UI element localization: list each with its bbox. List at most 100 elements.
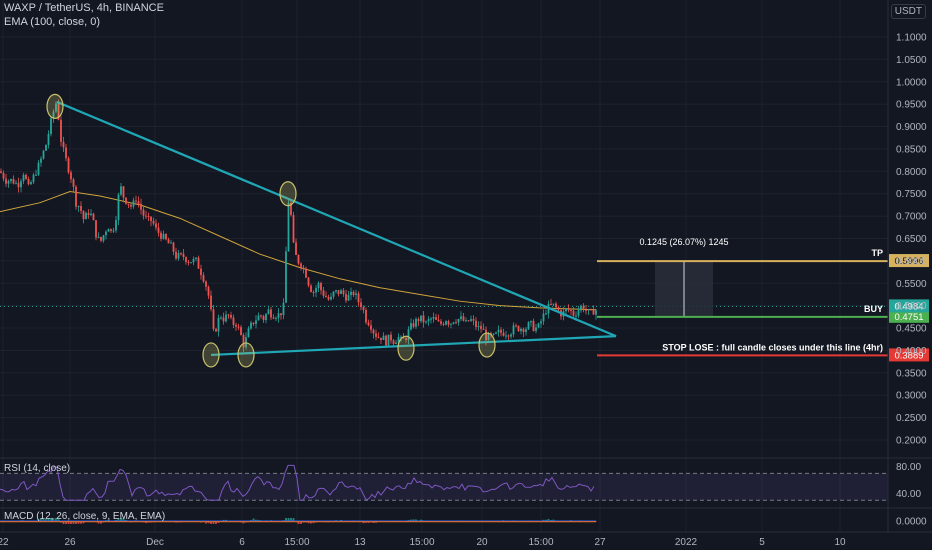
price-axis[interactable]: 0.2000 0.2500 0.3000 0.3500 0.4000 0.4500 0.50… [887, 0, 927, 532]
candle-body [120, 186, 122, 195]
time-tick-label: 15:00 [284, 537, 309, 548]
candle-body [362, 307, 365, 310]
ema-curve [0, 190, 597, 311]
candle-body [375, 333, 377, 337]
price-tick-label: 0.5500 [896, 279, 927, 290]
time-tick-label: 22 [0, 537, 9, 548]
macd-histogram-bar [215, 521, 217, 524]
candle-body [225, 314, 227, 322]
price-levels[interactable]: TP 0.5996 BUY 0.4751 STOP LOSE : full candle… [597, 248, 929, 362]
macd-histogram-bar [252, 518, 255, 521]
candle-body [75, 186, 77, 207]
candle-body [477, 326, 480, 328]
candle-body [467, 320, 470, 322]
macd-histogram-bar [57, 519, 60, 521]
candle-body [575, 315, 577, 317]
candle-body [25, 174, 27, 179]
candle-body [275, 317, 277, 319]
symbol-legend[interactable]: WAXP / TetherUS, 4h, BINANCE [4, 2, 164, 14]
candle-body [285, 251, 287, 303]
candle-body [522, 328, 525, 333]
candle-body [577, 310, 580, 316]
time-tick-label: 20 [476, 537, 488, 548]
candle-body [580, 305, 582, 311]
candle-body [140, 203, 142, 210]
candle-body [170, 242, 172, 244]
candle-body [465, 320, 467, 322]
candle-body [502, 332, 505, 336]
macd-histogram-bar [300, 521, 302, 524]
ema-legend[interactable]: EMA (100, close, 0) [4, 16, 100, 28]
candle-body [300, 263, 302, 268]
macd-histogram-bar [67, 521, 70, 524]
macd-histogram-bar [62, 521, 65, 524]
candle-body [405, 338, 407, 340]
candle-body [65, 147, 67, 159]
candle-body [282, 302, 285, 316]
candle-body [35, 174, 37, 176]
macd-histogram-bar [410, 519, 412, 521]
candle-body [177, 253, 180, 259]
candle-body [40, 158, 42, 163]
highlight-ellipse [279, 181, 297, 207]
candle-body [325, 295, 327, 298]
candle-body [175, 251, 177, 259]
rsi-pane [0, 464, 888, 501]
candle-body [167, 239, 170, 244]
macd-histogram-bar [122, 518, 125, 521]
candle-body [250, 322, 252, 329]
macd-histogram-bar [212, 521, 215, 524]
candle-body [440, 321, 442, 324]
candle-body [352, 291, 355, 295]
candle-body [432, 317, 435, 319]
candle-body [505, 335, 507, 337]
candle-body [87, 212, 90, 215]
time-tick-label: 5 [759, 537, 765, 548]
currency-button[interactable]: USDT [890, 4, 926, 19]
price-tick-label: 1.1000 [896, 33, 927, 44]
candle-body [135, 200, 137, 202]
highlight-circles[interactable] [46, 93, 496, 368]
measure-label: 0.1245 (26.07%) 1245 [639, 237, 728, 247]
time-tick-label: 13 [354, 537, 366, 548]
candle-body [240, 327, 242, 336]
candle-body [302, 267, 305, 269]
candle-body [315, 288, 317, 293]
rsi-tick-label: 80.00 [896, 462, 921, 473]
candle-body [32, 174, 35, 183]
current-price-tag [889, 299, 929, 313]
stop-label: STOP LOSE : full candle closes under thi… [662, 342, 883, 352]
candle-body [437, 319, 440, 322]
price-tick-label: 0.3500 [896, 368, 927, 379]
time-tick-label: 15:00 [409, 537, 434, 548]
candle-body [447, 321, 450, 325]
candle-body [237, 326, 240, 328]
measure-tool: 0.1245 (26.07%) 1245 [639, 237, 729, 317]
candle-body [117, 194, 120, 221]
time-axis[interactable]: 22 26 Dec 6 15:00 13 15:00 20 15:00 27 2022 5 10 [0, 537, 846, 548]
candle-body [515, 325, 517, 327]
candle-body [182, 253, 185, 258]
candle-body [127, 203, 130, 205]
candle-body [100, 236, 102, 241]
candle-body [370, 325, 372, 330]
candle-body [50, 118, 52, 134]
candle-body [95, 220, 97, 238]
candle-body [497, 329, 500, 333]
candle-body [257, 315, 260, 321]
rsi-legend[interactable]: RSI (14, close) [4, 463, 71, 474]
macd-legend[interactable]: MACD (12, 26, close, 9, EMA, EMA) [4, 511, 166, 522]
candle-body [540, 321, 542, 324]
candle-body [512, 325, 515, 335]
candle-body [330, 296, 332, 300]
price-tick-label: 0.5000 [896, 301, 927, 312]
candle-body [45, 144, 47, 151]
macd-histogram-bar [80, 521, 82, 524]
macd-histogram-bar [65, 521, 67, 524]
macd-histogram-bar [100, 521, 102, 524]
candle-body [235, 324, 237, 327]
candle-body [2, 172, 5, 179]
candle-body [220, 317, 222, 319]
candle-body [55, 103, 57, 112]
